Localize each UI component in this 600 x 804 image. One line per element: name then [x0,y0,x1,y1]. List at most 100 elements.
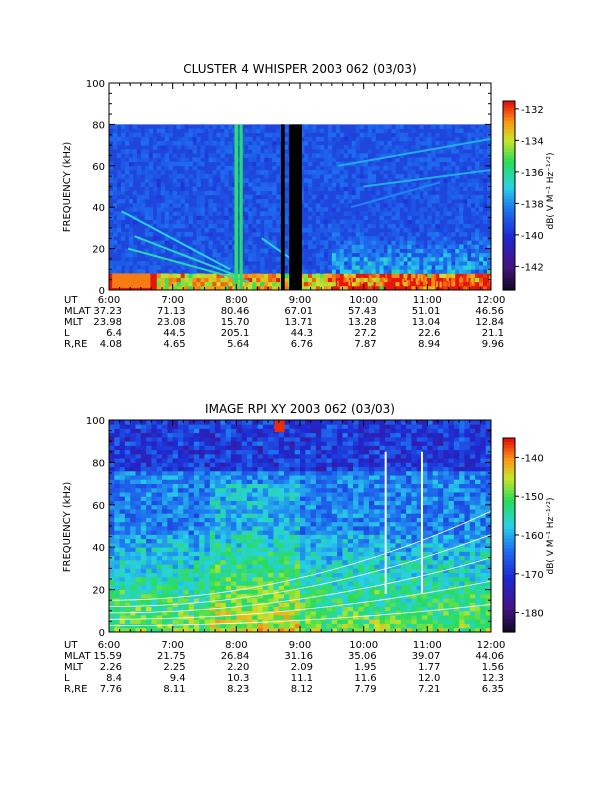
spectrogram-cell [236,513,242,518]
spectrogram-cell [336,195,340,200]
spectrogram-cell [264,170,268,175]
spectrogram-cell [289,420,295,425]
spectrogram-cell [125,471,131,476]
spectrogram-cell [137,133,141,138]
spectrogram-cell [305,513,311,518]
spectrogram-cell [295,484,301,489]
spectrogram-cell [380,224,384,229]
spectrogram-cell [447,182,451,187]
spectrogram-cell [451,244,455,249]
spectrogram-cell [475,199,479,204]
spectrogram-cell [114,437,120,442]
spectrogram-cell [483,129,487,134]
spectrogram-cell [311,433,317,438]
spectrogram-cell [321,556,327,561]
spectrogram-cell [300,560,306,565]
spectrogram-cell [201,149,205,154]
spectrogram-cell [114,484,120,489]
spectrogram-cell [120,577,126,582]
spectrogram-cell [384,145,388,150]
spectrogram-cell [439,158,443,163]
spectrogram-cell [305,598,311,603]
spectrogram-cell [120,501,126,506]
spectrogram-cell [201,273,205,278]
spectrogram-cell [161,273,165,278]
spectrogram-cell [276,129,280,134]
spectrogram-cell [129,178,133,183]
spectrogram-cell [141,530,147,535]
intense-emission [421,276,423,282]
spectrogram-cell [215,560,221,565]
spectrogram-cell [109,166,113,171]
spectrogram-cell [316,556,322,561]
spectrogram-cell [284,450,290,455]
spectrogram-cell [308,199,312,204]
spectrogram-cell [141,526,147,531]
spectrogram-cell [264,232,268,237]
spectrogram-cell [407,170,411,175]
spectrogram-cell [247,573,253,578]
spectrogram-cell [316,513,322,518]
spectrogram-cell [157,437,163,442]
spectrogram-cell [356,182,360,187]
spectrogram-cell [284,158,288,163]
spectrogram-cell [208,224,212,229]
spectrogram-cell [157,224,161,229]
spectrogram-cell [342,522,348,527]
spectrogram-cell [185,207,189,212]
spectrogram-cell [212,158,216,163]
spectrogram-cell [443,236,447,241]
spectrogram-cell [256,278,260,283]
spectrogram-cell [360,228,364,233]
spectrogram-cell [316,564,322,569]
spectrogram-cell [263,573,269,578]
spectrogram-cell [321,475,327,480]
spectrogram-cell [316,187,320,192]
spectrogram-cell [113,178,117,183]
spectrogram-cell [295,513,301,518]
spectrogram-cell [146,568,152,573]
spectrogram-cell [344,240,348,245]
spectrogram-cell [210,458,216,463]
spectrogram-cell [252,501,258,506]
spectrogram-cell [199,509,205,514]
spectrogram-cell [201,249,205,254]
spectrogram-cell [419,257,423,262]
spectrogram-cell [384,162,388,167]
spectrogram-cell [177,199,181,204]
spectrogram-cell [352,149,356,154]
spectrogram-cell [210,602,216,607]
spectrogram-cell [130,433,136,438]
spectrogram-cell [427,137,431,142]
spectrogram-cell [157,428,163,433]
spectrogram-cell [242,471,248,476]
spectrogram-cell [141,441,147,446]
spectrogram-cell [392,224,396,229]
spectrogram-cell [167,530,173,535]
spectrogram-cell [226,513,232,518]
spectrogram-cell [216,178,220,183]
spectrogram-cell [311,496,317,501]
ephemeris-value: 21.1 [482,328,504,339]
spectrogram-cell [324,240,328,245]
spectrogram-cell [332,471,338,476]
spectrogram-cell [431,228,435,233]
spectrogram-cell [231,518,237,523]
spectrogram-cell [368,174,372,179]
spectrogram-cell [332,228,336,233]
spectrogram-cell [189,522,195,527]
spectrogram-cell [242,607,248,612]
spectrogram-cell [157,607,163,612]
spectrogram-cell [157,265,161,270]
spectrogram-cell [415,191,419,196]
spectrogram-cell [407,215,411,220]
spectrogram-cell [372,137,376,142]
spectrogram-cell [146,509,152,514]
spectrogram-cell [224,174,228,179]
spectrogram-cell [300,568,306,573]
spectrogram-cell [455,191,459,196]
spectrogram-cell [177,211,181,216]
spectrogram-cell [197,137,201,142]
spectrogram-cell [194,522,200,527]
spectrogram-cell [380,257,384,262]
